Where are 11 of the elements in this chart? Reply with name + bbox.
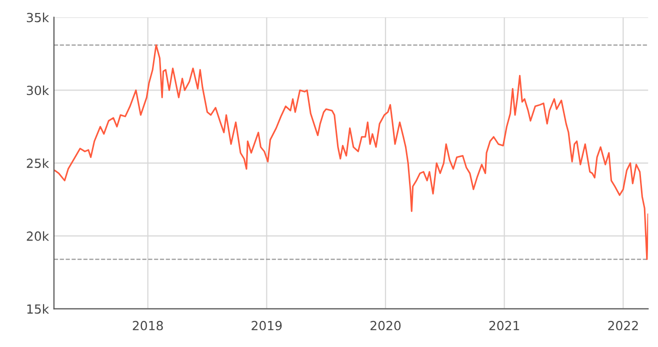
x-tick-label: 2019 <box>252 320 282 330</box>
y-tick-label: 15k <box>27 304 50 314</box>
y-tick-label: 35k <box>26 12 50 22</box>
x-tick-label: 2018 <box>132 320 163 330</box>
line-series <box>54 44 648 260</box>
y-tick-label: 30k <box>26 85 50 96</box>
x-tick-label: 2021 <box>489 320 520 330</box>
x-tick-label: 2022 <box>608 320 638 330</box>
y-tick-label: 20k <box>26 231 50 241</box>
y-tick-label: 25k <box>26 158 50 168</box>
x-tick-label: 2020 <box>370 320 401 330</box>
